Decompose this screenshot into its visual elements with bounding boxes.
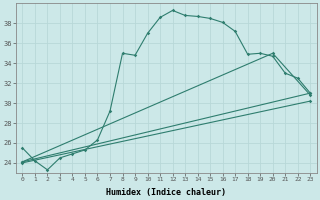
X-axis label: Humidex (Indice chaleur): Humidex (Indice chaleur)	[106, 188, 226, 197]
